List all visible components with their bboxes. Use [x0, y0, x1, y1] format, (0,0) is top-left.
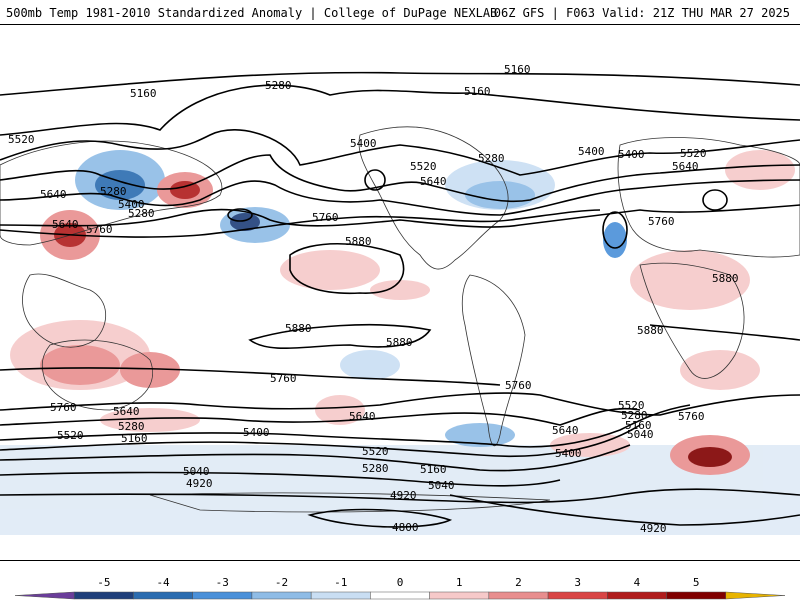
contour-label: 5640 — [672, 160, 699, 173]
anomaly-map: 5160 5280 5520 5640 5400 5280 5400 5640 … — [0, 63, 800, 535]
colorbar-tick-label: 3 — [574, 576, 581, 589]
contour-label: 5520 — [618, 399, 645, 412]
contour-label: 5640 — [52, 218, 79, 231]
colorbar-tick-label: 2 — [515, 576, 522, 589]
contour-label: 5280 — [362, 462, 389, 475]
colorbar-segment — [370, 591, 430, 600]
contour-label: 5160 — [130, 87, 157, 100]
contour-label: 4800 — [392, 521, 419, 534]
model-run-info: 06Z GFS | F063 Valid: 21Z THU MAR 27 202… — [493, 6, 790, 20]
contour-label: 5760 — [50, 401, 77, 414]
contour-label: 5640 — [552, 424, 579, 437]
colorbar-segment — [607, 591, 667, 600]
contour-label: 5400 — [350, 137, 377, 150]
contour-label: 5760 — [312, 211, 339, 224]
colorbar-segment — [192, 591, 253, 600]
contour-label: 5280 — [621, 409, 648, 422]
colorbar-tick-label: 4 — [634, 576, 641, 589]
contour-label: 5160 — [504, 63, 531, 76]
colorbar-ticks: -5 -4 -3 -2 -1 0 1 2 3 4 5 — [97, 576, 699, 589]
contour-label: 5040 — [627, 428, 654, 441]
contour-label: 5280 — [118, 420, 145, 433]
colorbar-tick-label: -5 — [97, 576, 110, 589]
contour-label: 5400 — [118, 198, 145, 211]
colorbar-segment — [310, 591, 371, 600]
height-contours — [0, 71, 800, 528]
contour-label: 5640 — [113, 405, 140, 418]
colorbar-tick-label: -2 — [275, 576, 288, 589]
contour-label: 4920 — [390, 489, 417, 502]
contour-label: 5880 — [345, 235, 372, 248]
contour-label: 5040 — [428, 479, 455, 492]
colorbar-segment — [725, 591, 786, 600]
contour-label: 5760 — [505, 379, 532, 392]
contour-label: 5400 — [618, 148, 645, 161]
colorbar-tick-label: -4 — [156, 576, 170, 589]
contour-label: 5400 — [243, 426, 270, 439]
colorbar-segments — [14, 591, 786, 600]
contour-label: 5400 — [578, 145, 605, 158]
contour-label: 5640 — [40, 188, 67, 201]
contour-label: 5040 — [183, 465, 210, 478]
contour-label: 5520 — [57, 429, 84, 442]
contour-label: 5280 — [128, 207, 155, 220]
anomaly-shading — [0, 150, 800, 535]
contour-label: 5280 — [265, 79, 292, 92]
contour-label: 5880 — [637, 324, 664, 337]
contour-label: 5160 — [464, 85, 491, 98]
contour-label: 5880 — [285, 322, 312, 335]
contour-label: 5880 — [712, 272, 739, 285]
contour-label: 5160 — [121, 432, 148, 445]
map-title: 500mb Temp 1981-2010 Standardized Anomal… — [6, 6, 498, 20]
contour-label: 5520 — [680, 147, 707, 160]
colorbar-segment — [251, 591, 312, 600]
colorbar-tick-label: 1 — [456, 576, 463, 589]
colorbar-tick-label: 0 — [397, 576, 404, 589]
colorbar-legend: -5 -4 -3 -2 -1 0 1 2 3 4 5 — [0, 570, 800, 600]
contour-label: 5280 — [100, 185, 127, 198]
colorbar-segment — [488, 591, 549, 600]
contour-label: 4920 — [186, 477, 213, 490]
colorbar-segment — [547, 591, 608, 600]
contour-label: 5640 — [420, 175, 447, 188]
contour-label: 5160 — [420, 463, 447, 476]
colorbar-segment — [14, 591, 75, 600]
contour-label: 5400 — [555, 447, 582, 460]
contour-label: 5520 — [410, 160, 437, 173]
colorbar-segment — [73, 591, 134, 600]
contour-label: 4920 — [640, 522, 667, 535]
contour-label: 5520 — [8, 133, 35, 146]
contour-label: 5520 — [362, 445, 389, 458]
colorbar-tick-label: -3 — [216, 576, 229, 589]
map-panel: 5160 5280 5520 5640 5400 5280 5400 5640 … — [0, 24, 800, 561]
contour-label: 5880 — [386, 336, 413, 349]
colorbar-segment — [429, 591, 490, 600]
contour-label: 5280 — [478, 152, 505, 165]
contour-label: 5160 — [625, 419, 652, 432]
contour-label: 5760 — [678, 410, 705, 423]
contour-label: 5760 — [648, 215, 675, 228]
contour-label: 5760 — [270, 372, 297, 385]
colorbar-tick-label: -1 — [334, 576, 347, 589]
contour-label: 5640 — [349, 410, 376, 423]
colorbar-segment — [666, 591, 727, 600]
contour-labels: 5160 5280 5520 5640 5400 5280 5400 5640 … — [8, 63, 739, 535]
contour-label: 5760 — [86, 223, 113, 236]
colorbar-tick-label: 5 — [693, 576, 700, 589]
colorbar-segment — [133, 591, 193, 600]
